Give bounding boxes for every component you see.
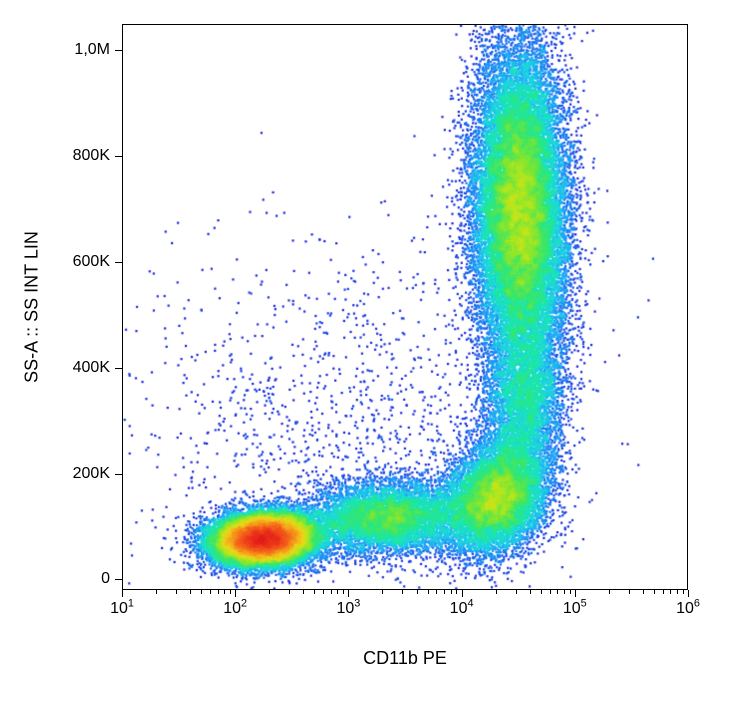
x-tick-minor [190, 590, 191, 594]
x-tick-minor [436, 590, 437, 594]
x-tick-minor [564, 590, 565, 594]
plot-area [122, 24, 688, 590]
x-tick-minor [530, 590, 531, 594]
y-tick [115, 156, 122, 157]
y-tick-label: 800K [73, 147, 110, 165]
x-tick-minor [176, 590, 177, 594]
x-tick-minor [343, 590, 344, 594]
x-tick [575, 590, 576, 597]
y-tick [115, 50, 122, 51]
x-tick-minor [156, 590, 157, 594]
x-tick-minor [218, 590, 219, 594]
x-tick-minor [289, 590, 290, 594]
y-tick-label: 1,0M [74, 41, 110, 59]
x-tick [122, 590, 123, 597]
x-tick-minor [570, 590, 571, 594]
y-tick [115, 579, 122, 580]
density-canvas [123, 25, 687, 589]
x-tick-minor [224, 590, 225, 594]
x-tick-minor [451, 590, 452, 594]
y-tick-label: 600K [73, 253, 110, 271]
x-tick-label: 105 [563, 600, 587, 618]
x-tick-minor [670, 590, 671, 594]
y-tick-label: 0 [101, 570, 110, 588]
x-tick-minor [417, 590, 418, 594]
x-tick-minor [314, 590, 315, 594]
x-tick-label: 101 [110, 600, 134, 618]
x-tick-minor [331, 590, 332, 594]
x-tick-minor [402, 590, 403, 594]
x-tick [235, 590, 236, 597]
x-tick-minor [269, 590, 270, 594]
x-tick-minor [550, 590, 551, 594]
x-tick [688, 590, 689, 597]
y-axis-label: SS-A :: SS INT LIN [22, 231, 43, 383]
x-tick-minor [230, 590, 231, 594]
x-tick-minor [643, 590, 644, 594]
y-tick-label: 400K [73, 359, 110, 377]
x-tick-label: 106 [676, 600, 700, 618]
y-tick [115, 368, 122, 369]
x-tick-minor [663, 590, 664, 594]
x-tick-minor [496, 590, 497, 594]
x-tick-minor [629, 590, 630, 594]
x-tick-minor [557, 590, 558, 594]
x-tick-minor [323, 590, 324, 594]
x-tick-minor [428, 590, 429, 594]
x-tick-label: 103 [336, 600, 360, 618]
x-tick-minor [541, 590, 542, 594]
x-tick-label: 102 [223, 600, 247, 618]
y-tick-label: 200K [73, 465, 110, 483]
x-tick [348, 590, 349, 597]
x-tick-minor [382, 590, 383, 594]
x-tick-minor [456, 590, 457, 594]
x-tick [462, 590, 463, 597]
x-tick-minor [337, 590, 338, 594]
x-tick-minor [210, 590, 211, 594]
x-axis-label: CD11b PE [363, 648, 447, 669]
x-tick-minor [303, 590, 304, 594]
flow-cytometry-chart: 101 102 103 104 105 106 0 200K 400K 600K 800K 1,0M… [0, 0, 749, 707]
x-tick-minor [654, 590, 655, 594]
x-tick-minor [609, 590, 610, 594]
x-tick-minor [516, 590, 517, 594]
y-tick [115, 262, 122, 263]
x-tick-minor [683, 590, 684, 594]
y-tick [115, 474, 122, 475]
x-tick-minor [201, 590, 202, 594]
x-tick-label: 104 [450, 600, 474, 618]
x-tick-minor [444, 590, 445, 594]
x-tick-minor [677, 590, 678, 594]
